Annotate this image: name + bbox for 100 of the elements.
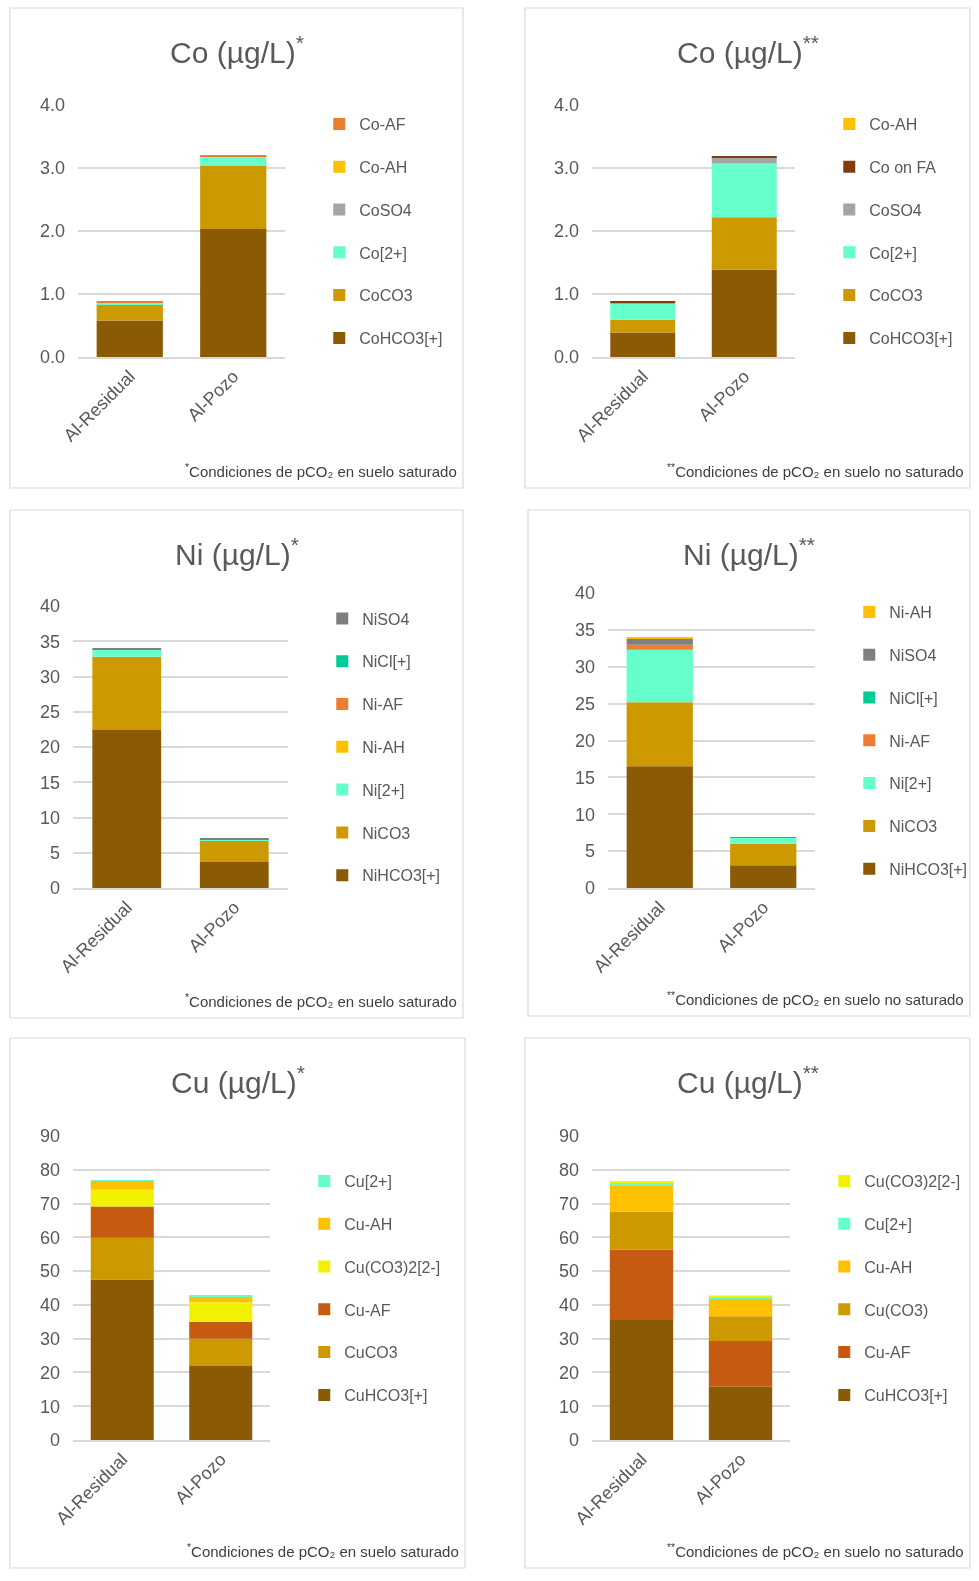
bar xyxy=(708,1341,773,1387)
chart-title: Ni (µg/L)$^{**}$ xyxy=(683,533,815,571)
bar xyxy=(609,1211,674,1250)
bar xyxy=(92,649,162,657)
bar xyxy=(610,303,676,320)
y-tick-label: 0.0 xyxy=(553,347,579,368)
bar xyxy=(189,1338,253,1367)
bar xyxy=(199,840,269,862)
y-tick-label: 40 xyxy=(574,583,595,604)
y-tick-label: 15 xyxy=(39,772,60,793)
legend-label: Ni-AF xyxy=(362,696,404,714)
text: $^{**}$Condiciones de pCO₂ en suelo no saturado xyxy=(667,1541,964,1561)
legend-label: Cu-AH xyxy=(344,1215,393,1233)
y-tick-label: 40 xyxy=(39,1295,60,1316)
bar xyxy=(708,1298,773,1317)
legend-label: Cu-AF xyxy=(344,1301,391,1319)
text: $^{**}$Condiciones de pCO₂ en suelo no saturado xyxy=(667,989,964,1009)
y-tick-label: 30 xyxy=(574,657,595,678)
y-tick-label: 80 xyxy=(39,1160,60,1181)
legend-label: Co on FA xyxy=(869,158,937,176)
bar xyxy=(609,1320,674,1440)
legend-label: Ni-AH xyxy=(362,739,405,757)
y-tick-label: 60 xyxy=(558,1227,579,1248)
text: $^{*}$Condiciones de pCO₂ en suelo saturado xyxy=(187,1541,459,1561)
bar xyxy=(708,1316,773,1342)
chart-title: Cu (µg/L)$^{**}$ xyxy=(677,1061,820,1099)
y-tick-label: 90 xyxy=(558,1126,579,1147)
y-tick-label: 0 xyxy=(49,878,60,899)
y-tick-label: 40 xyxy=(558,1295,579,1316)
legend-label: Cu(CO3)2[2-] xyxy=(344,1258,441,1276)
y-tick-label: 1.0 xyxy=(553,284,579,305)
bar xyxy=(730,843,797,866)
y-tick-label: 50 xyxy=(39,1261,60,1282)
chart-title: Co (µg/L)$^{*}$ xyxy=(170,31,304,69)
legend-label: Co[2+] xyxy=(359,244,407,262)
legend-label: Ni[2+] xyxy=(362,781,405,799)
bar xyxy=(200,156,267,166)
legend-label: Cu-AF xyxy=(864,1344,911,1362)
bar xyxy=(626,644,693,650)
bar xyxy=(609,1185,674,1212)
bar xyxy=(730,837,797,844)
bar xyxy=(200,229,267,357)
legend-label: Ni-AH xyxy=(889,604,932,622)
legend-label: CoHCO3[+] xyxy=(869,330,953,348)
bar xyxy=(626,702,693,767)
y-tick-label: 70 xyxy=(558,1193,579,1214)
y-tick-label: 3.0 xyxy=(553,158,579,179)
y-tick-label: 20 xyxy=(558,1362,579,1383)
y-tick-label: 0 xyxy=(584,878,595,899)
bar xyxy=(90,1206,154,1238)
bar xyxy=(610,332,676,357)
bar xyxy=(90,1237,154,1280)
bar xyxy=(626,638,693,645)
y-tick-label: 0.0 xyxy=(39,347,65,368)
y-tick-label: 80 xyxy=(558,1160,579,1181)
bar xyxy=(199,861,269,888)
bar xyxy=(711,157,777,164)
legend-label: NiCl[+] xyxy=(362,653,411,671)
text: $^{**}$Condiciones de pCO₂ en suelo no saturado xyxy=(667,461,964,481)
y-tick-label: 40 xyxy=(39,596,60,617)
bar xyxy=(730,865,797,888)
y-tick-label: 25 xyxy=(574,693,595,714)
text: $^{*}$Condiciones de pCO₂ en suelo saturado xyxy=(185,991,457,1011)
chart-title: Ni (µg/L)$^{*}$ xyxy=(175,533,299,571)
chart-title: Co (µg/L)$^{**}$ xyxy=(677,31,820,69)
y-tick-label: 4.0 xyxy=(553,95,579,116)
y-tick-label: 30 xyxy=(558,1328,579,1349)
legend-label: Ni-AF xyxy=(889,732,931,750)
y-tick-label: 30 xyxy=(39,1328,60,1349)
legend-label: Cu-AH xyxy=(864,1258,913,1276)
y-tick-label: 4.0 xyxy=(39,95,65,116)
bar xyxy=(92,730,162,888)
y-tick-label: 30 xyxy=(39,666,60,687)
legend-label: CuHCO3[+] xyxy=(344,1387,428,1405)
legend-label: Cu[2+] xyxy=(864,1215,912,1233)
bar xyxy=(610,319,676,333)
chart-title: Cu (µg/L)$^{*}$ xyxy=(171,1061,305,1099)
legend-label: Co-AH xyxy=(359,158,408,176)
y-tick-label: 3.0 xyxy=(39,158,65,179)
y-tick-label: 5 xyxy=(49,843,60,864)
legend-label: Co[2+] xyxy=(869,244,917,262)
legend-label: NiCO3 xyxy=(889,818,938,836)
legend-label: Cu(CO3) xyxy=(864,1301,929,1319)
legend-label: CoHCO3[+] xyxy=(359,330,443,348)
legend-label: CoCO3 xyxy=(359,287,413,305)
y-tick-label: 5 xyxy=(584,841,595,862)
y-tick-label: 20 xyxy=(39,1362,60,1383)
y-tick-label: 25 xyxy=(39,702,60,723)
legend-label: Co-AH xyxy=(869,116,918,134)
bar xyxy=(626,649,693,703)
bar xyxy=(90,1180,154,1190)
legend-label: CuCO3 xyxy=(344,1344,398,1362)
legend-label: Co-AF xyxy=(359,116,406,134)
bar xyxy=(626,766,693,888)
legend-label: CoCO3 xyxy=(869,287,923,305)
bar xyxy=(609,1249,674,1321)
bar xyxy=(189,1366,253,1440)
y-tick-label: 10 xyxy=(39,807,60,828)
legend-label: NiCO3 xyxy=(362,824,411,842)
bar xyxy=(92,656,162,731)
